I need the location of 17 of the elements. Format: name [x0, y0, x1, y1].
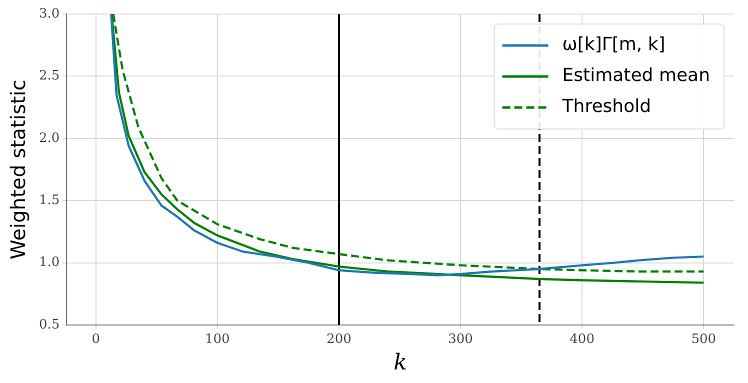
legend-label: Estimated mean: [562, 65, 710, 86]
y-tick-label: 1.0: [38, 255, 60, 270]
x-tick-label: 300: [448, 332, 473, 348]
y-axis-title: Weighted statistic: [6, 80, 30, 260]
x-tick-label: 500: [691, 332, 716, 348]
legend-label: Threshold: [561, 96, 652, 118]
y-tick-label: 1.5: [38, 192, 60, 208]
y-tick-label: 2.0: [38, 130, 60, 146]
x-tick-label: 100: [204, 332, 230, 348]
legend-label: ω[k]Γ[m, k]: [562, 34, 666, 56]
x-tick-label: 200: [326, 332, 352, 348]
y-tick-label: 0.5: [38, 317, 60, 332]
x-axis-title: k: [394, 350, 408, 376]
y-tick-label: 3.0: [38, 6, 60, 22]
x-tick-label: 400: [570, 332, 594, 348]
y-tick-label: 2.5: [38, 68, 60, 84]
x-tick-label: 0: [92, 332, 100, 348]
